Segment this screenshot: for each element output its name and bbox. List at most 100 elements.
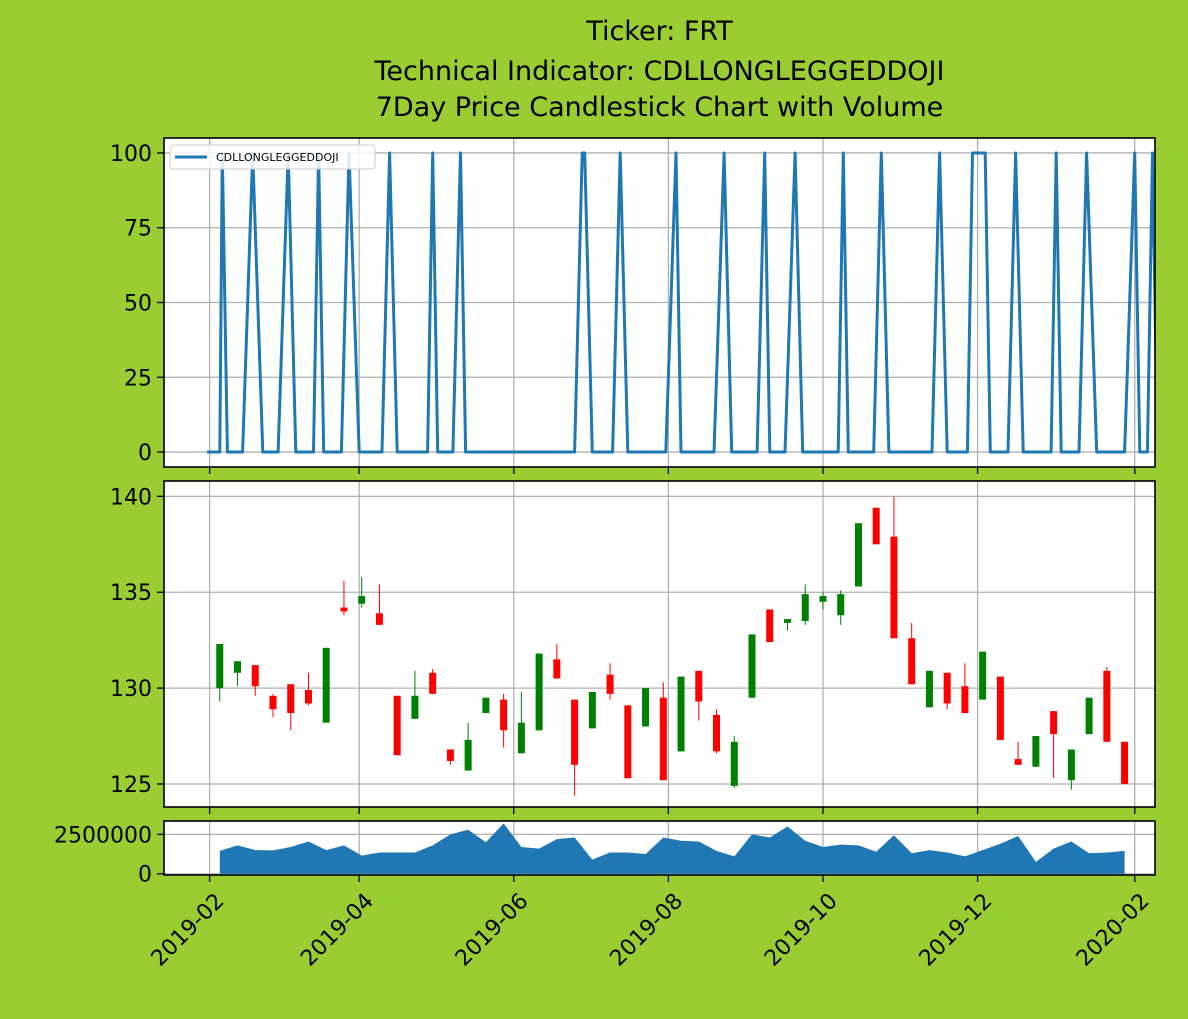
candle: [890, 496, 898, 639]
candle: [801, 584, 809, 625]
candle-body: [908, 638, 916, 685]
candle-body: [251, 665, 259, 687]
candle-body: [659, 697, 667, 781]
candle: [908, 622, 916, 685]
candle-body: [446, 749, 454, 761]
candle-body: [1050, 711, 1058, 735]
chart-title-line-2: Technical Indicator: CDLLONGLEGGEDDOJI: [374, 56, 945, 87]
candle: [322, 647, 330, 723]
candle-body: [819, 596, 827, 602]
volume-ytick-label: 2500000: [54, 823, 152, 848]
price-frame: [163, 480, 1156, 808]
candle-body: [1067, 749, 1075, 781]
x-tick-label: 2019-08: [605, 889, 688, 972]
candle-body: [393, 695, 401, 756]
candle: [642, 688, 650, 727]
candle-body: [429, 672, 437, 694]
candle-body: [695, 670, 703, 702]
candle: [588, 691, 596, 729]
candle-body: [588, 691, 596, 729]
candle-body: [322, 647, 330, 723]
candle: [482, 697, 490, 714]
candle: [677, 676, 685, 752]
candle-body: [571, 699, 579, 765]
candle-body: [517, 722, 525, 754]
candle-body: [872, 507, 880, 545]
candle-body: [713, 714, 721, 752]
candle: [1050, 711, 1058, 779]
candle: [979, 651, 987, 700]
price-ytick-label: 140: [110, 485, 152, 510]
candle-body: [996, 676, 1004, 740]
candle: [1014, 741, 1022, 765]
x-axis: 2019-02 2019-04 2019-06 2019-08 2019-10 2019-…: [147, 889, 1155, 972]
candle: [269, 693, 277, 717]
candle-body: [961, 686, 969, 714]
price-ytick-label: 130: [110, 677, 152, 702]
candle-body: [783, 619, 791, 623]
candle-body: [500, 699, 508, 731]
candle-body: [358, 596, 366, 604]
volume-panel: 0 2500000: [54, 820, 1156, 888]
candle-body: [854, 523, 862, 587]
candle-body: [979, 651, 987, 700]
x-tick-label: 2019-06: [451, 889, 534, 972]
candle-body: [1103, 670, 1111, 742]
x-tick-label: 2020-02: [1072, 889, 1155, 972]
candle-body: [304, 690, 312, 704]
x-tick-label: 2019-10: [760, 889, 843, 972]
indicator-ytick-label: 25: [124, 366, 152, 391]
candle: [287, 684, 295, 731]
candle-body: [837, 594, 845, 616]
candle-body: [482, 697, 490, 714]
volume-ytick-label: 0: [138, 863, 152, 888]
candle-body: [375, 613, 383, 625]
candle-body: [943, 672, 951, 704]
candle-body: [606, 674, 614, 694]
volume-area: [219, 823, 1125, 874]
indicator-frame: [163, 137, 1156, 468]
candle-body: [340, 607, 348, 612]
candle: [624, 705, 632, 779]
candle: [1032, 736, 1040, 767]
candle: [216, 644, 224, 702]
candle-body: [624, 705, 632, 779]
chart-title-line-1: Ticker: FRT: [586, 16, 733, 47]
candle: [304, 672, 312, 706]
price-ytick-label: 125: [110, 773, 152, 798]
candle-body: [1014, 759, 1022, 765]
candle-body: [269, 695, 277, 710]
candle: [517, 691, 525, 754]
candle: [234, 661, 242, 687]
candle: [1103, 667, 1111, 742]
candle: [606, 663, 614, 700]
candle: [375, 584, 383, 625]
candle-body: [464, 739, 472, 771]
candle: [446, 749, 454, 765]
candle: [358, 576, 366, 608]
candle: [500, 693, 508, 748]
indicator-line: [207, 151, 1155, 454]
indicator-ytick-label: 75: [124, 217, 152, 242]
candle-body: [642, 688, 650, 727]
price-panel: 125 130 135 140: [110, 480, 1156, 814]
candle: [340, 580, 348, 616]
candle: [713, 709, 721, 754]
candle: [961, 663, 969, 714]
candle-body: [234, 661, 242, 673]
candle-body: [730, 741, 738, 786]
legend-label: CDLLONGLEGGEDDOJI: [216, 151, 339, 164]
candle-body: [890, 536, 898, 639]
price-plot-area: [164, 481, 1155, 807]
candle-body: [535, 653, 543, 731]
candle: [837, 590, 845, 625]
candle-body: [766, 609, 774, 643]
candle: [943, 672, 951, 710]
legend: CDLLONGLEGGEDDOJI: [169, 144, 376, 170]
candle: [1121, 741, 1129, 784]
candle: [1067, 749, 1075, 790]
candle: [659, 682, 667, 781]
candle: [925, 670, 933, 708]
candle: [571, 699, 579, 796]
